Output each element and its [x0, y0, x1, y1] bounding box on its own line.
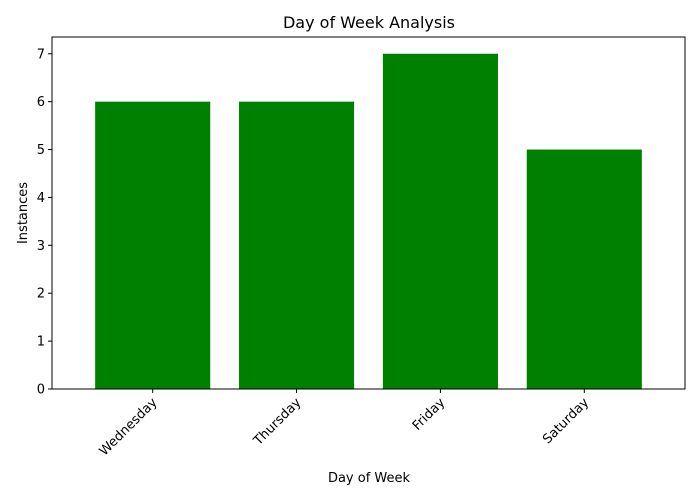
axes-frame [51, 36, 686, 390]
bar-thursday [239, 101, 355, 390]
y-tick-label: 7 [37, 47, 45, 62]
bar-friday [382, 53, 498, 389]
y-tick-label: 4 [37, 191, 45, 206]
x-tick-label-friday: Friday [410, 395, 449, 434]
y-tick-label: 6 [37, 95, 45, 110]
y-tick-label: 2 [37, 287, 45, 302]
x-tick-label-thursday: Thursday [250, 395, 304, 449]
bar-saturday [526, 149, 642, 389]
x-axis-label: Day of Week [328, 471, 411, 486]
plot-area: 0 1 2 3 4 5 6 7 Wednesday Thursday Friday Saturday [37, 36, 686, 459]
y-tick-label: 1 [37, 335, 45, 350]
bar-wednesday [95, 101, 211, 390]
chart-title: Day of Week Analysis [283, 13, 455, 32]
y-tick-label: 3 [37, 239, 45, 254]
x-tick-label-saturday: Saturday [540, 395, 592, 447]
y-tick-label: 5 [37, 143, 45, 158]
y-axis-label: Instances [16, 182, 31, 244]
y-tick-label: 0 [37, 383, 45, 398]
x-tick-label-wednesday: Wednesday [97, 395, 161, 459]
